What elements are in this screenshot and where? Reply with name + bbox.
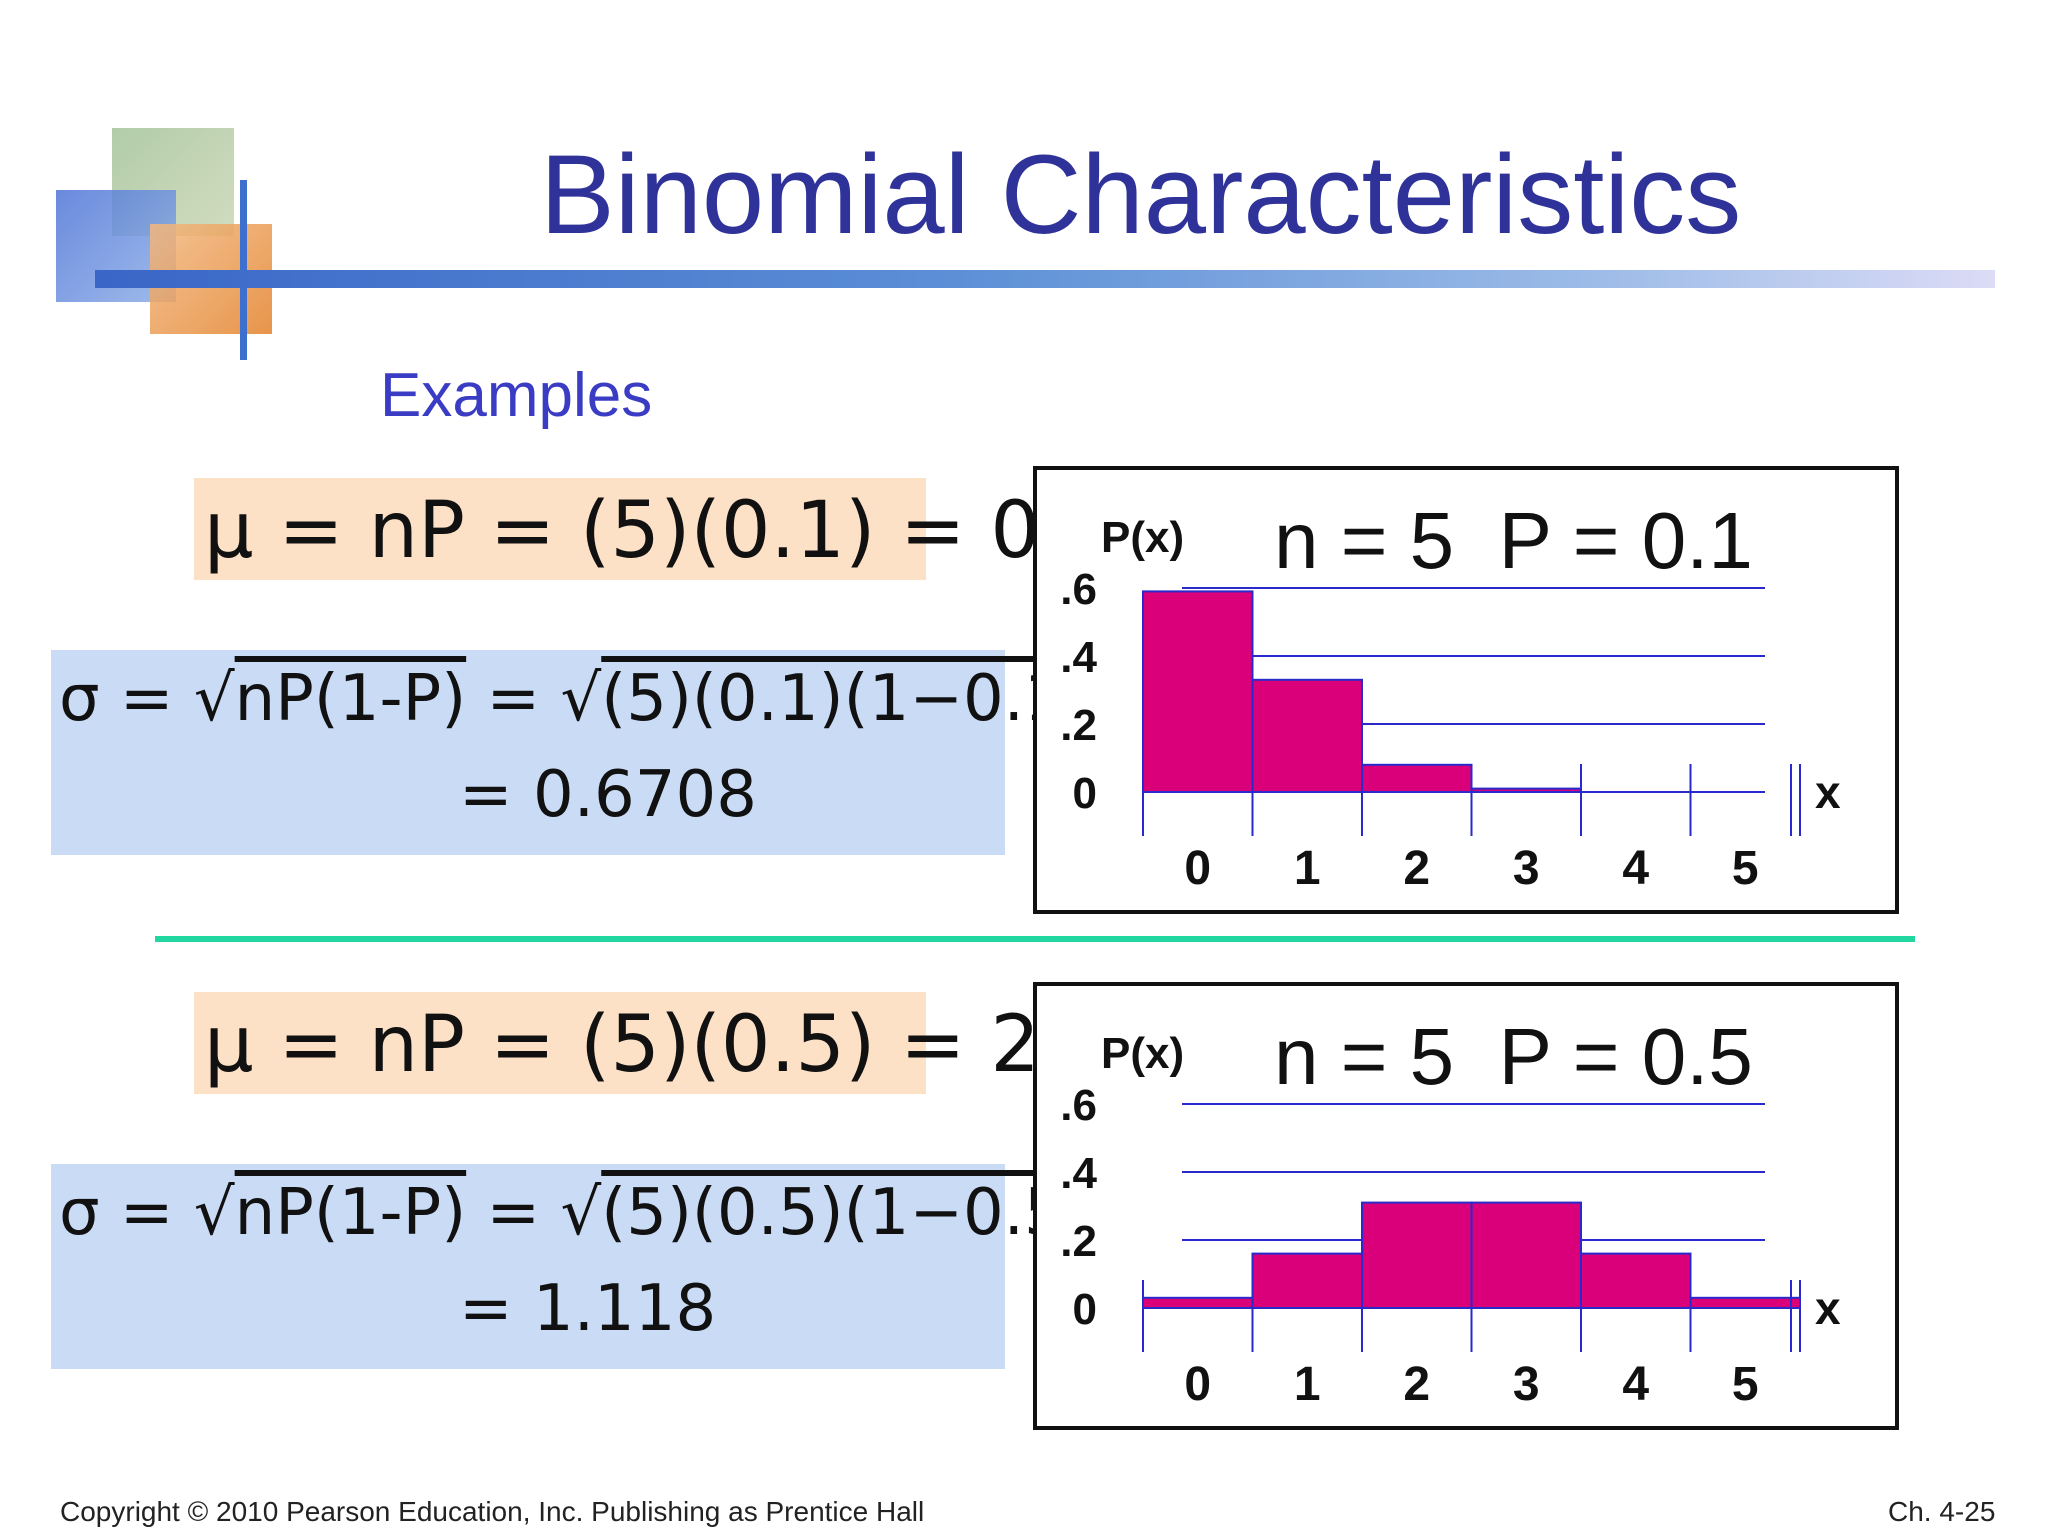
y-tick-label: .6 [1060,565,1097,614]
sd-result-2: = 1.118 [459,1272,717,1346]
bar-4 [1580,1252,1692,1310]
sd-formula-1: σ = √nP(1-P) = √(5)(0.1)(1−0.1) [59,662,1090,736]
bar-5 [1689,1296,1801,1309]
sd-prefix-1: σ = √ [59,662,235,736]
mean-formula-1: μ = nP = (5)(0.1) = 0.5 [204,486,1115,576]
x-tick-label: 5 [1732,1358,1759,1411]
mean-formula-box-1: μ = nP = (5)(0.1) = 0.5 [194,478,1114,580]
bar-3 [1470,1201,1582,1310]
chart-title: n = 5 P = 0.5 [1274,1012,1753,1101]
x-tick-label: 4 [1622,842,1649,895]
x-axis-label: x [1815,766,1841,818]
sd-mid-2: = √ [466,1176,602,1250]
page-number: Ch. 4-25 [1888,1496,1996,1527]
bar-2 [1361,1201,1473,1310]
x-tick-label: 1 [1294,842,1321,895]
y-tick-label: .2 [1060,701,1097,750]
sd-radicand-b-1: (5)(0.1)(1−0.1) [601,662,1090,736]
y-tick-label: .4 [1060,633,1097,682]
x-tick-label: 3 [1513,842,1540,895]
sd-formula-2: σ = √nP(1-P) = √(5)(0.5)(1−0.5) [59,1176,1090,1250]
slide-subtitle: Examples [380,361,653,430]
bar-0 [1142,590,1254,794]
chart-frame-2: 0 1 2 3 4 5 .6 .4 .2 0 P(x) x n = 5 P = 0.5 [1033,982,1899,1430]
x-tick-label: 1 [1294,1358,1321,1411]
bar-3 [1470,787,1582,794]
x-tick-label: 2 [1403,842,1430,895]
y-axis-label: P(x) [1101,1029,1184,1078]
sd-radicand-a-1: nP(1-P) [234,662,467,736]
binomial-chart-1: 0 1 2 3 4 5 .6 .4 .2 0 P(x) x n = 5 P = 0.1 [1060,496,1841,895]
y-tick-label: .2 [1060,1217,1097,1266]
y-tick-label: .6 [1060,1081,1097,1130]
slide-title: Binomial Characteristics [540,132,1742,257]
x-axis-label: x [1815,1282,1841,1334]
title-underline-bar [95,270,1995,288]
sd-result-1: = 0.6708 [459,758,757,832]
mean-formula-2: μ = nP = (5)(0.5) = 2.5 [204,1000,1115,1090]
x-tick-label: 5 [1732,842,1759,895]
x-tick-label: 0 [1184,1358,1211,1411]
x-tick-label: 0 [1184,842,1211,895]
sd-formula-box-1: σ = √nP(1-P) = √(5)(0.1)(1−0.1) = 0.6708 [51,650,1090,855]
bar-1 [1251,678,1363,793]
sd-mid-1: = √ [466,662,602,736]
sd-radicand-b-2: (5)(0.5)(1−0.5) [601,1176,1090,1250]
bar-1 [1251,1252,1363,1310]
bar-0 [1142,1296,1254,1309]
mean-formula-box-2: μ = nP = (5)(0.5) = 2.5 [194,992,1114,1094]
x-tick-label: 3 [1513,1358,1540,1411]
sd-radicand-a-2: nP(1-P) [234,1176,467,1250]
y-tick-label: .4 [1060,1149,1097,1198]
binomial-chart-2: 0 1 2 3 4 5 .6 .4 .2 0 P(x) x n = 5 P = 0.5 [1060,1012,1841,1411]
chart-frame-1: 0 1 2 3 4 5 .6 .4 .2 0 P(x) x n = 5 P = 0.1 [1033,466,1899,914]
copyright-footer: Copyright © 2010 Pearson Education, Inc.… [60,1496,925,1527]
sd-prefix-2: σ = √ [59,1176,235,1250]
bar-2 [1361,763,1473,793]
sd-formula-box-2: σ = √nP(1-P) = √(5)(0.5)(1−0.5) = 1.118 [51,1164,1090,1369]
x-tick-label: 2 [1403,1358,1430,1411]
y-axis-label: P(x) [1101,513,1184,562]
chart-title: n = 5 P = 0.1 [1274,496,1753,585]
y-tick-label: 0 [1073,769,1097,818]
x-tick-label: 4 [1622,1358,1649,1411]
y-tick-label: 0 [1073,1285,1097,1334]
section-divider [155,936,1915,942]
